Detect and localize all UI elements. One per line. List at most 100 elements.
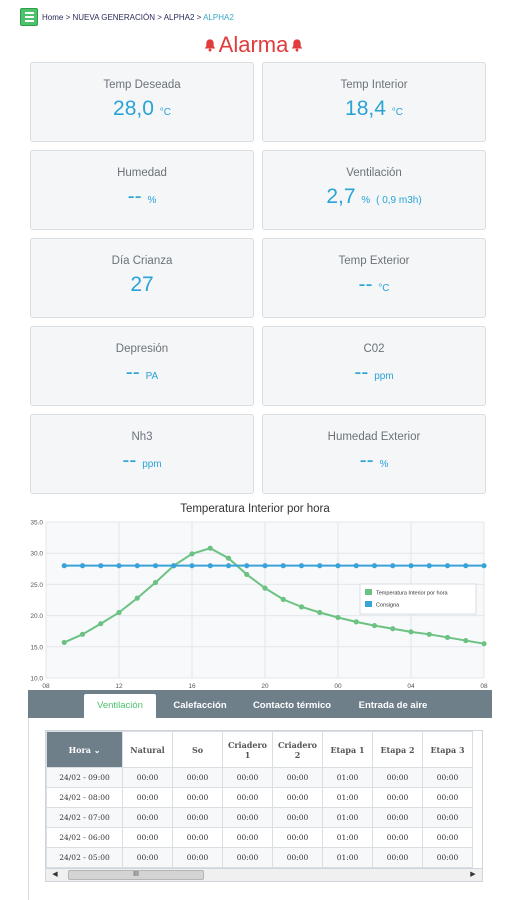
data-point	[207, 545, 213, 551]
y-tick-label: 15.0	[30, 644, 43, 651]
card-value-line: 28,0 °C	[31, 97, 253, 121]
column-header[interactable]: Etapa 1	[322, 731, 373, 768]
breadcrumb-level2[interactable]: ALPHA2	[163, 12, 195, 22]
x-tick-label: 04	[407, 683, 415, 690]
data-point	[61, 563, 67, 569]
table-cell: 00:00	[222, 787, 273, 808]
card-label: Nh3	[131, 431, 153, 443]
menu-icon[interactable]	[20, 8, 38, 26]
column-header[interactable]: Criadero 1	[222, 731, 273, 768]
data-point	[463, 637, 469, 644]
table-cell: 00:00	[372, 807, 423, 828]
data-point	[353, 563, 359, 569]
data-point	[371, 563, 378, 569]
alarm-banner[interactable]: Alarma	[0, 32, 507, 58]
data-point	[134, 563, 140, 569]
tab-0[interactable]: Ventilación	[84, 694, 156, 718]
y-tick-label: 30.0	[30, 551, 43, 558]
data-point	[444, 634, 451, 641]
card-label: Humedad	[117, 167, 167, 179]
data-point	[189, 551, 195, 557]
column-header[interactable]: Criadero 2	[272, 731, 323, 768]
data-point	[79, 631, 86, 637]
data-point	[171, 563, 177, 569]
card-unit: °C	[378, 283, 390, 294]
data-point	[225, 555, 232, 561]
card-value-line: -- %	[263, 449, 485, 473]
table-cell: 01:00	[322, 827, 373, 848]
breadcrumb-home[interactable]: Home	[42, 12, 64, 22]
table-cell: 24/02 - 09:00	[46, 767, 123, 788]
tab-3[interactable]: Entrada de aire	[358, 700, 428, 711]
bell-icon	[204, 39, 215, 52]
sensor-card: Humedad -- %	[30, 150, 254, 230]
card-value-line: -- ppm	[263, 361, 485, 385]
card-value: 27	[130, 273, 154, 296]
tab-2[interactable]: Contacto térmico	[252, 700, 332, 711]
table-cell: 00:00	[222, 827, 273, 848]
x-tick-label: 20	[261, 683, 269, 690]
card-value: --	[125, 361, 140, 384]
data-point	[298, 563, 305, 569]
breadcrumb-level1[interactable]: NUEVA GENERACIÓN	[72, 12, 156, 22]
y-tick-label: 20.0	[30, 613, 43, 620]
table-cell: 00:00	[422, 787, 473, 808]
data-point	[317, 609, 323, 616]
table-cell: 00:00	[122, 827, 173, 848]
data-point	[463, 563, 469, 569]
scroll-left-icon[interactable]: ◀	[52, 871, 58, 878]
scroll-right-icon[interactable]: ▶	[470, 871, 476, 878]
table-cell: 00:00	[122, 767, 173, 788]
column-header[interactable]: Etapa 3	[422, 731, 473, 768]
column-header-hora[interactable]: Hora ⌄	[46, 731, 123, 768]
legend-label: Temperatura Interior por hora	[376, 591, 448, 597]
horizontal-scrollbar[interactable]: ◀ III ▶	[45, 868, 483, 882]
table-cell: 00:00	[372, 847, 423, 868]
card-label: Temp Deseada	[103, 79, 181, 91]
column-header[interactable]: So	[172, 731, 223, 768]
alarm-label: Alarma	[218, 32, 289, 57]
card-value: --	[127, 185, 142, 208]
legend-box	[359, 583, 477, 615]
chevron-down-icon: ⌄	[93, 744, 101, 755]
card-value: 28,0	[113, 97, 154, 120]
table-cell: 00:00	[422, 767, 473, 788]
table-cell: 00:00	[172, 847, 223, 868]
card-label: Temp Exterior	[338, 255, 410, 267]
card-value-line: 18,4 °C	[263, 97, 485, 121]
table-cell: 00:00	[422, 847, 473, 868]
column-header[interactable]: Etapa 2	[372, 731, 423, 768]
data-point	[116, 563, 122, 569]
data-point	[61, 639, 67, 646]
tab-1[interactable]: Calefacción	[173, 700, 227, 711]
temperature-chart: Temperatura Interior por hora 10.0 15.0 20…	[20, 500, 490, 692]
data-point	[262, 563, 268, 569]
table-cell: 00:00	[222, 847, 273, 868]
scroll-thumb[interactable]: III	[68, 870, 204, 880]
x-tick-label: 00	[334, 683, 342, 690]
table-cell: 00:00	[272, 827, 323, 848]
card-extra: ( 0,9 m3h)	[376, 195, 422, 206]
table-cell: 00:00	[372, 787, 423, 808]
column-header[interactable]: Natural	[122, 731, 173, 768]
data-point	[426, 631, 432, 637]
x-tick-label: 16	[188, 683, 196, 690]
data-point	[244, 563, 250, 569]
table-cell: 01:00	[322, 807, 373, 828]
sensor-card: Ventilación 2,7 % ( 0,9 m3h)	[262, 150, 486, 230]
data-point	[426, 563, 432, 569]
sensor-card: Depresión -- PA	[30, 326, 254, 406]
sensor-card: Día Crianza 27	[30, 238, 254, 318]
sensor-card: Humedad Exterior -- %	[262, 414, 486, 494]
data-point	[98, 563, 104, 569]
x-tick-label: 08	[42, 683, 50, 690]
data-point	[134, 595, 140, 601]
table-row: 24/02 - 06:00 00:00 00:00 00:00 00:00 01:00 00…	[46, 827, 473, 848]
breadcrumb-separator: >	[155, 12, 164, 22]
data-point	[152, 563, 159, 569]
data-point	[116, 609, 122, 616]
card-unit: °C	[391, 107, 403, 118]
table-cell: 24/02 - 05:00	[46, 847, 123, 868]
table-cell: 01:00	[322, 787, 373, 808]
tab-panel: Hora ⌄ Natural So Criadero 1 Criadero 2 Etapa…	[28, 718, 492, 900]
